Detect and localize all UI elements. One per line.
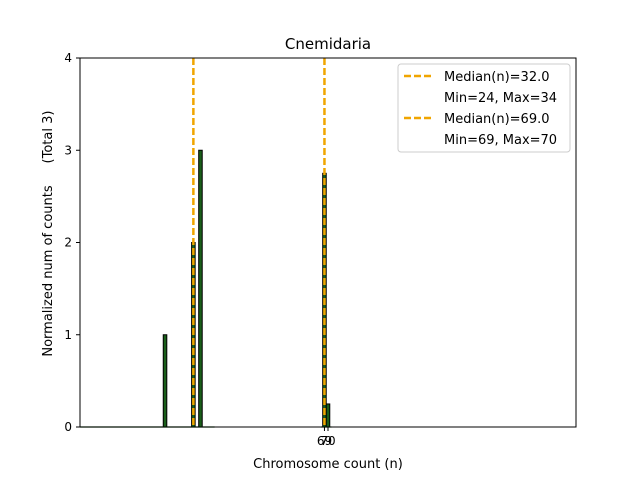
y-tick-label: 1 (64, 328, 72, 342)
bar-5 (325, 403, 331, 428)
x-tick-label: 69 (317, 434, 332, 448)
y-axis-title: Normalized num of counts (41, 185, 56, 356)
legend-range-2: Min=69, Max=70 (444, 133, 557, 148)
y-tick-label: 4 (64, 51, 72, 65)
x-tick-label: 70 (320, 434, 335, 448)
x-axis-title: Chromosome count (n) (253, 457, 403, 472)
legend-label-2: Median(n)=69.0 (444, 112, 550, 127)
y-axis-total: (Total 3) (41, 111, 56, 164)
y-tick-label: 2 (64, 236, 72, 250)
bar-1 (162, 334, 168, 428)
chart-title: Cnemidaria (285, 35, 371, 53)
legend-label-1: Median(n)=32.0 (444, 70, 550, 85)
legend-frame (397, 63, 571, 153)
bar-3 (198, 149, 203, 428)
legend: Median(n)=32.0 Min=24, Max=34 Median(n)=… (397, 63, 571, 153)
legend-range-1: Min=24, Max=34 (444, 91, 557, 106)
y-axis-ticks: 0 1 2 3 4 (64, 51, 80, 434)
y-tick-label: 3 (64, 143, 72, 157)
y-tick-label: 0 (64, 420, 72, 434)
median-lines-group (192, 58, 326, 427)
